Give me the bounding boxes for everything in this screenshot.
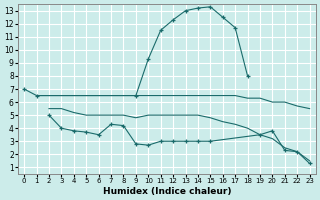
- X-axis label: Humidex (Indice chaleur): Humidex (Indice chaleur): [103, 187, 231, 196]
